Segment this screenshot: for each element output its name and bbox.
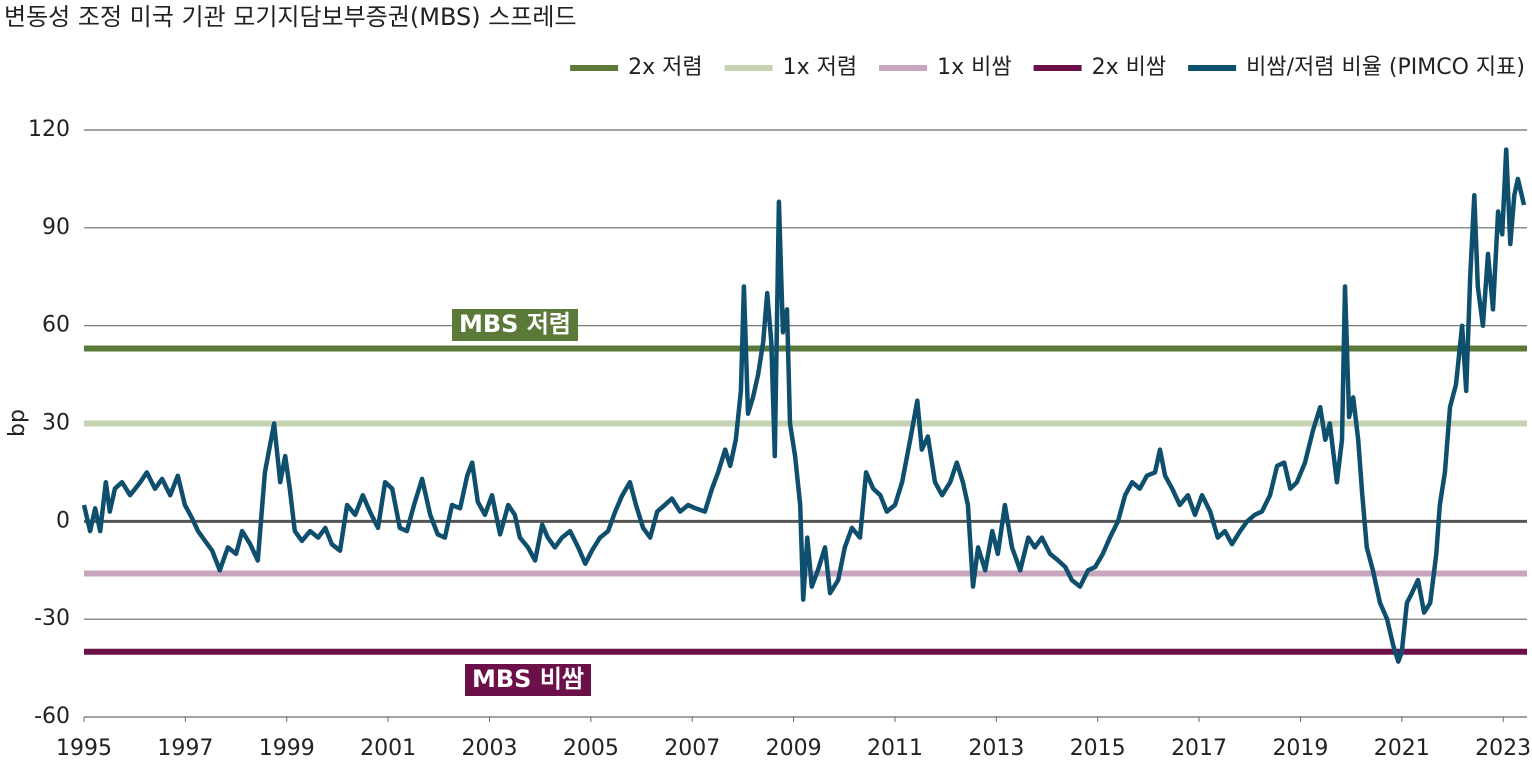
x-tick-label: 2005 <box>563 736 619 761</box>
x-tick-label: 1999 <box>259 736 315 761</box>
y-tick-label: -30 <box>34 606 70 631</box>
annotation: MBS 저렴 <box>452 309 578 341</box>
x-tick-label: 2001 <box>360 736 416 761</box>
x-tick-label: 2017 <box>1171 736 1227 761</box>
y-tick-label: 0 <box>56 508 70 533</box>
x-tick-label: 2015 <box>1070 736 1126 761</box>
x-tick-label: 2011 <box>867 736 923 761</box>
x-tick-label: 1995 <box>56 736 112 761</box>
y-axis-label: bp <box>5 409 30 437</box>
x-tick-label: 2003 <box>461 736 517 761</box>
legend-label: 2x 저렴 <box>628 55 703 80</box>
x-tick-label: 2021 <box>1374 736 1430 761</box>
x-tick-label: 2019 <box>1272 736 1328 761</box>
annotation-text: MBS 비쌈 <box>472 665 584 693</box>
y-tick-label: 120 <box>28 117 70 142</box>
x-tick-label: 2023 <box>1475 736 1531 761</box>
x-tick-label: 2013 <box>968 736 1024 761</box>
chart-title: 변동성 조정 미국 기관 모기지담보부증권(MBS) 스프레드 <box>4 3 577 31</box>
y-tick-label: 60 <box>42 313 70 338</box>
x-tick-label: 1997 <box>157 736 213 761</box>
legend-label: 1x 비쌈 <box>937 55 1012 80</box>
annotation-box <box>452 309 578 341</box>
annotation: MBS 비쌈 <box>465 664 591 696</box>
legend-label: 비쌈/저렴 비율 (PIMCO 지표) <box>1246 55 1525 80</box>
legend-label: 2x 비쌈 <box>1092 55 1167 80</box>
legend-label: 1x 저렴 <box>783 55 858 80</box>
x-tick-label: 2007 <box>664 736 720 761</box>
y-tick-label: 30 <box>42 411 70 436</box>
y-tick-label: -60 <box>34 704 70 729</box>
annotation-text: MBS 저렴 <box>459 310 571 338</box>
annotation-box <box>465 664 591 696</box>
x-tick-label: 2009 <box>766 736 822 761</box>
y-tick-label: 90 <box>42 215 70 240</box>
data-line <box>81 147 1527 664</box>
